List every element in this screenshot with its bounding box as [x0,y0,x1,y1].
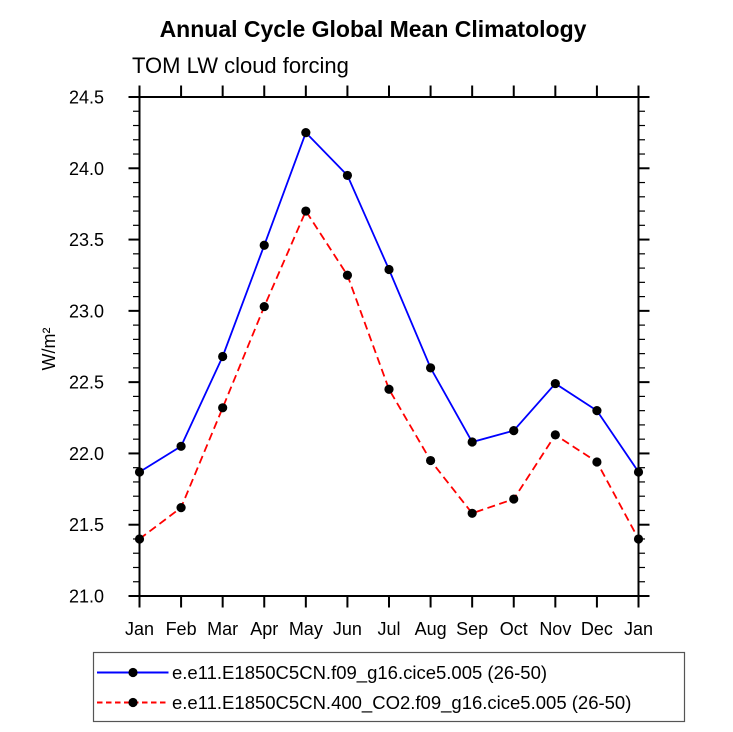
data-point-series-1 [467,508,477,518]
x-tick-label: Apr [250,619,278,639]
data-point-series-1 [509,494,519,504]
x-axis-tick-labels: Jan Feb Mar Apr May Jun Jul Aug Sep Oct Nov Dec Jan [125,619,653,639]
x-tick-label: Aug [415,619,447,639]
data-point-series-0 [467,437,477,447]
data-point-series-0 [425,363,436,373]
data-point-series-1 [592,457,602,467]
x-tick-label: Jul [377,619,400,639]
data-point-series-0 [176,441,186,451]
y-tick-label: 24.5 [69,88,104,108]
data-point-series-0 [134,467,145,477]
data-point-series-1 [633,534,644,544]
x-tick-label: Sep [456,619,488,639]
data-point-series-1 [134,534,145,544]
data-point-series-1 [259,301,269,312]
legend-marker-dot-1 [128,697,138,708]
y-tick-label: 23.0 [69,301,104,321]
chart-subtitle: TOM LW cloud forcing [132,53,349,78]
data-point-series-1 [384,384,394,394]
legend: e.e11.E1850C5CN.f09_g16.cice5.005 (26-50… [92,651,686,723]
x-tick-label: Oct [500,619,528,639]
y-tick-label: 23.5 [69,230,104,250]
y-axis-label: W/m² [39,328,59,371]
data-point-series-0 [342,170,353,181]
data-point-series-1 [218,403,228,413]
legend-markers [97,667,169,708]
data-point-series-0 [592,406,602,416]
data-point-series-0 [259,240,269,250]
y-tick-label: 22.0 [69,444,104,464]
legend-box [92,651,686,723]
data-point-series-0 [218,351,228,362]
axis-ticks [128,85,650,608]
data-point-series-1 [425,455,436,466]
data-series-group [134,128,644,544]
y-axis-tick-labels: 21.0 21.5 22.0 22.5 23.0 23.5 24.0 24.5 [69,88,104,607]
x-tick-label: Jan [624,619,653,639]
x-tick-label: May [289,619,323,639]
x-tick-label: Mar [207,619,238,639]
legend-marker-dot-0 [128,667,138,678]
data-point-series-0 [384,264,394,275]
x-tick-label: Jan [125,619,154,639]
data-point-series-1 [176,503,186,513]
data-point-series-0 [633,467,644,477]
x-tick-label: Nov [539,619,571,639]
series-line-0 [139,130,640,473]
chart-title: Annual Cycle Global Mean Climatology [160,16,587,42]
data-point-series-1 [342,270,353,280]
y-tick-label: 22.5 [69,373,104,393]
plot-frame [138,96,640,597]
data-point-series-0 [509,426,519,436]
data-point-series-0 [550,378,560,389]
x-tick-label: Dec [581,619,613,639]
data-point-series-1 [301,206,311,216]
data-point-series-1 [550,430,560,440]
x-tick-label: Feb [166,619,197,639]
legend-label-series-1: e.e11.E1850C5CN.400_CO2.f09_g16.cice5.00… [172,692,631,714]
x-tick-label: Jun [333,619,362,639]
legend-label-series-0: e.e11.E1850C5CN.f09_g16.cice5.005 (26-50… [172,662,547,684]
y-tick-label: 21.5 [69,515,104,535]
data-point-series-0 [301,128,311,138]
y-tick-label: 21.0 [69,587,104,607]
y-tick-label: 24.0 [69,159,104,179]
